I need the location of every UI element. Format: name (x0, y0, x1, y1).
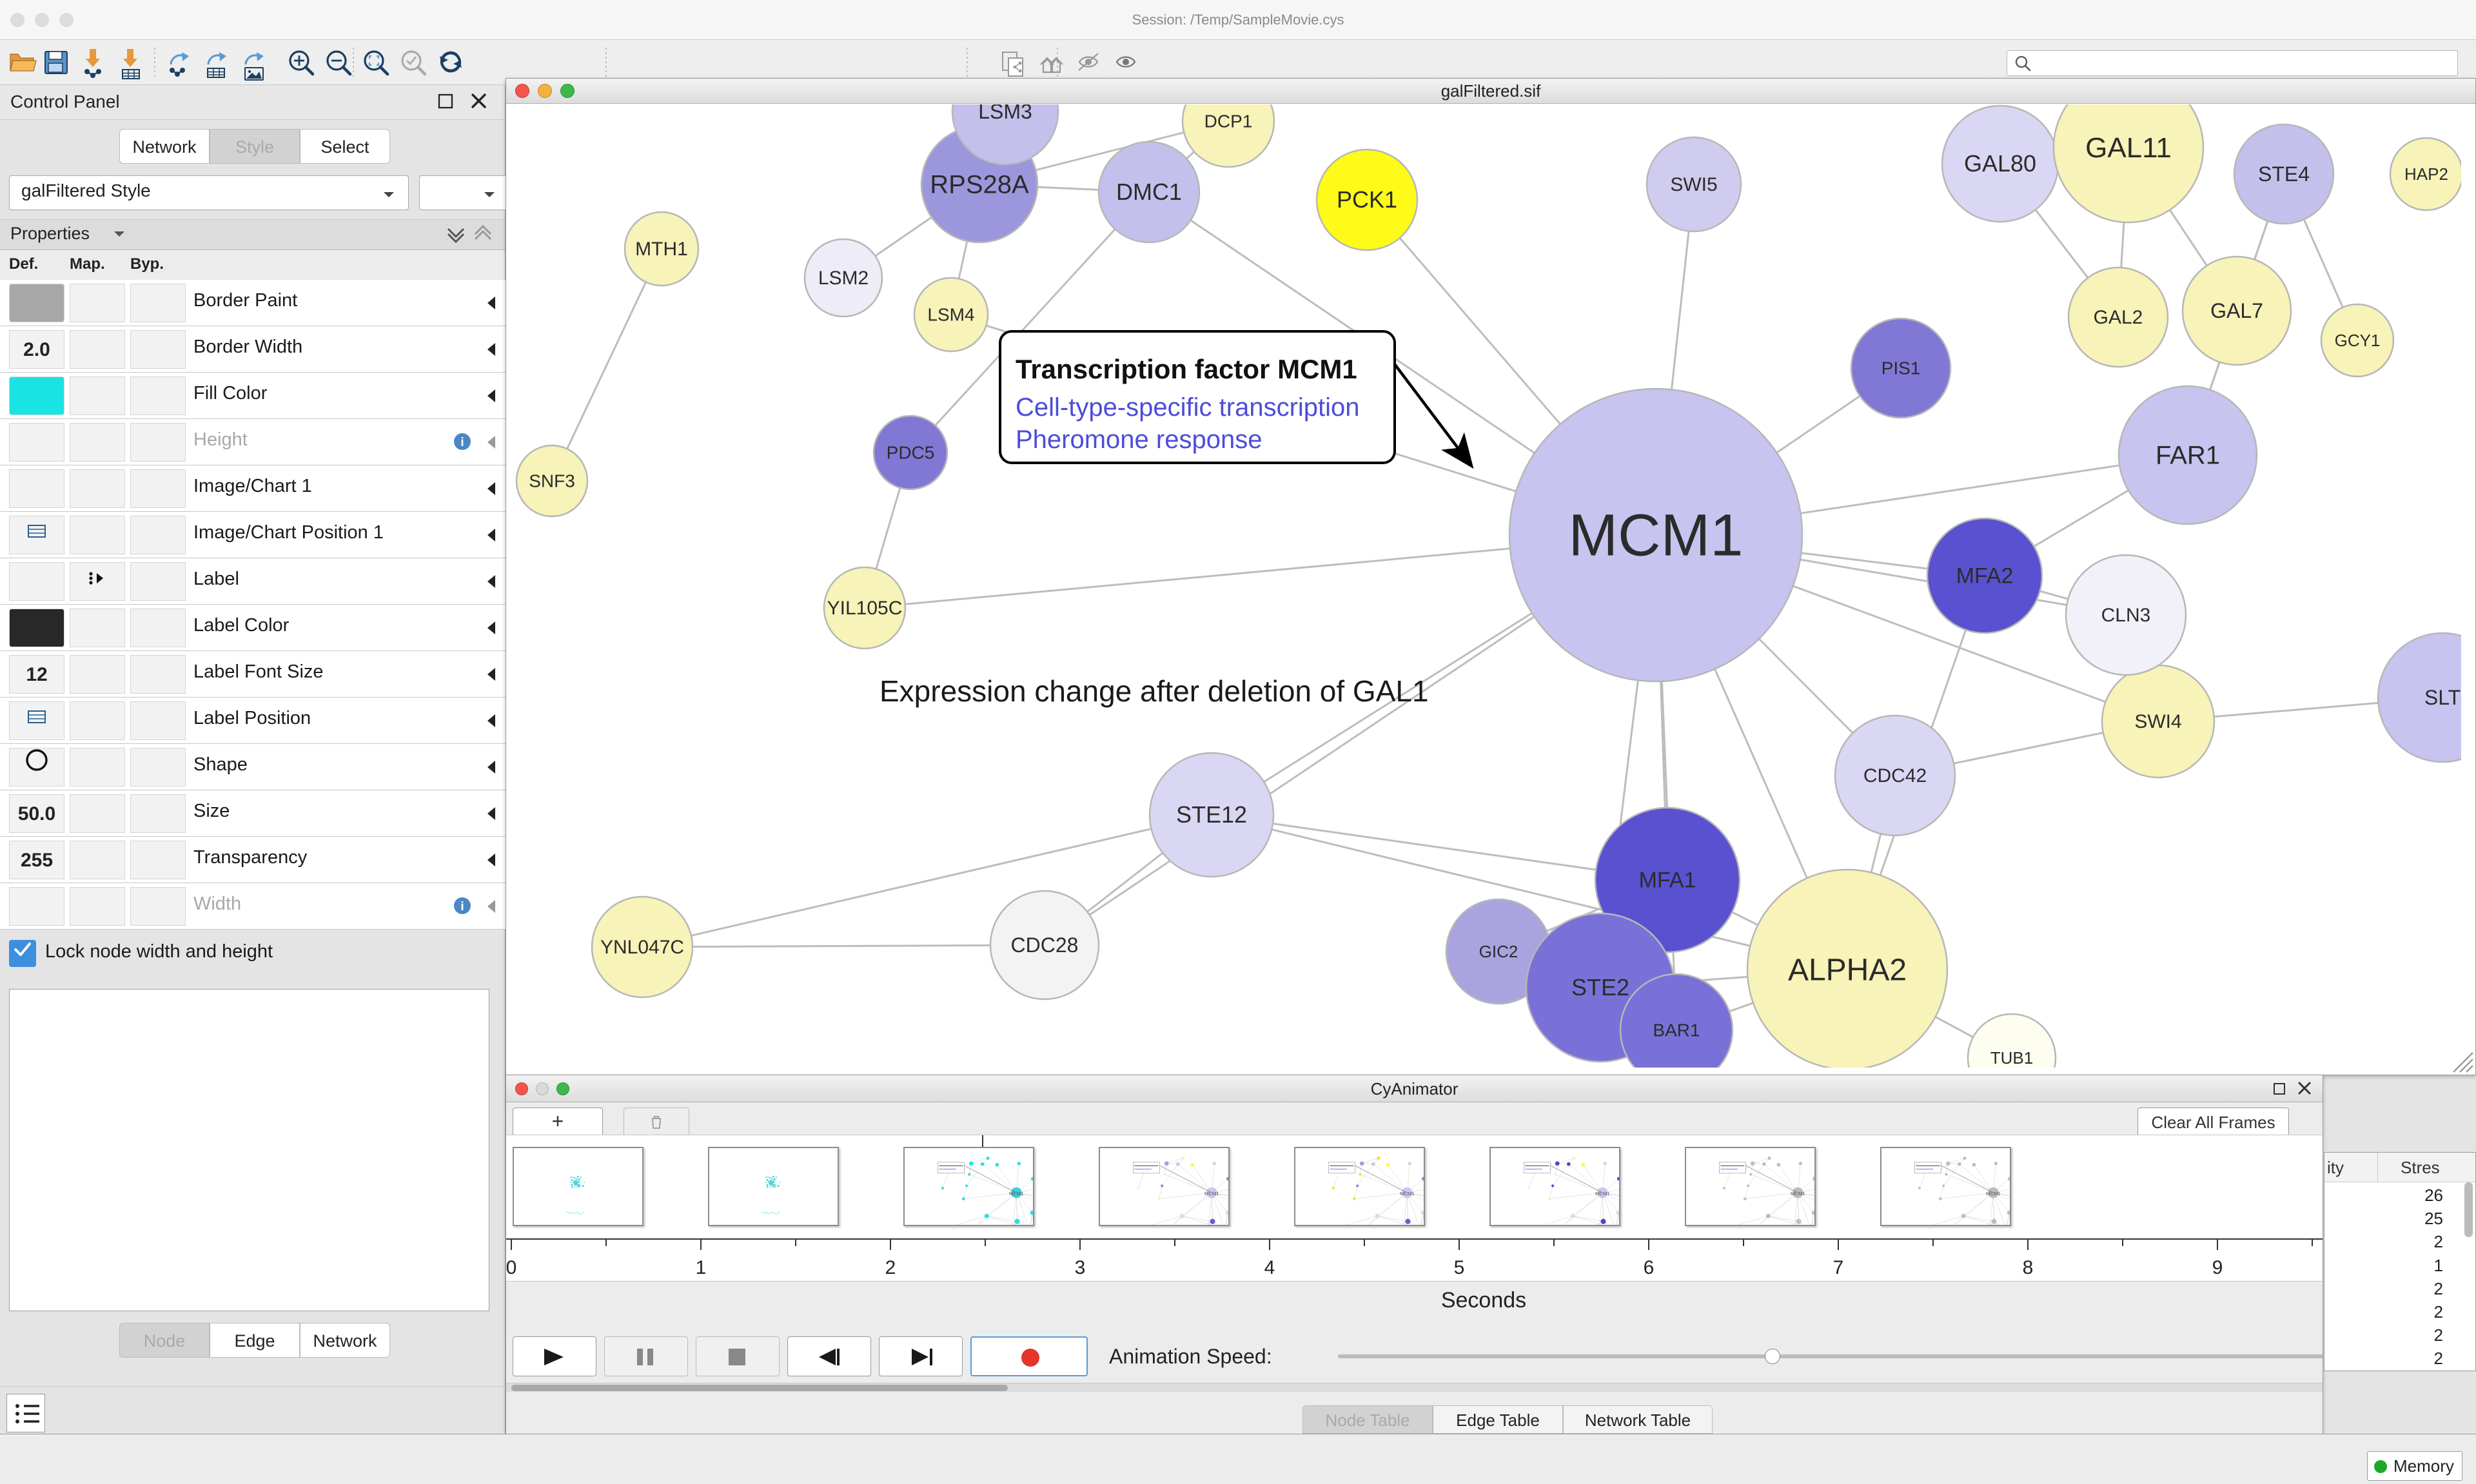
svg-text:DCP1: DCP1 (1204, 112, 1253, 132)
svg-text:PIS1: PIS1 (1882, 358, 1921, 378)
svg-text:DMC1: DMC1 (1116, 179, 1182, 205)
svg-text:RPS28A: RPS28A (930, 171, 1029, 199)
svg-text:YNL047C: YNL047C (600, 937, 684, 958)
svg-text:i: i (460, 900, 464, 913)
svg-text:SNF3: SNF3 (529, 471, 575, 491)
svg-text:MFA2: MFA2 (1956, 564, 2014, 589)
svg-text:GAL11: GAL11 (2085, 132, 2172, 164)
svg-text:9: 9 (2212, 1257, 2223, 1278)
svg-text:SWI5: SWI5 (1670, 174, 1717, 195)
svg-text:4: 4 (1264, 1257, 1275, 1278)
svg-text:MCM1: MCM1 (1569, 502, 1744, 568)
svg-text:PDC5: PDC5 (887, 443, 935, 463)
svg-text:STE4: STE4 (2258, 162, 2310, 186)
svg-text:STE12: STE12 (1176, 801, 1247, 828)
svg-text:GAL2: GAL2 (2094, 307, 2143, 328)
svg-text:GAL80: GAL80 (1964, 150, 2036, 177)
svg-text:Pheromone response: Pheromone response (1016, 425, 1262, 454)
svg-text:LSM2: LSM2 (818, 268, 869, 289)
svg-text:BAR1: BAR1 (1653, 1020, 1700, 1040)
svg-text:SWI4: SWI4 (2134, 711, 2181, 732)
svg-text:TUB1: TUB1 (1990, 1048, 2033, 1068)
svg-text:MFA1: MFA1 (1639, 868, 1696, 893)
svg-text:GIC2: GIC2 (1479, 942, 1518, 961)
svg-text:CDC28: CDC28 (1011, 933, 1079, 957)
svg-text:FAR1: FAR1 (2156, 442, 2220, 470)
svg-text:1: 1 (696, 1257, 707, 1278)
svg-text:Cell-type-specific transcripti: Cell-type-specific transcription (1016, 393, 1360, 422)
svg-text:8: 8 (2023, 1257, 2034, 1278)
svg-text:LSM4: LSM4 (927, 305, 974, 325)
svg-text:6: 6 (1644, 1257, 1655, 1278)
svg-text:CLN3: CLN3 (2101, 605, 2151, 626)
svg-text:ALPHA2: ALPHA2 (1788, 953, 1907, 987)
svg-text:5: 5 (1454, 1257, 1465, 1278)
svg-text:STE2: STE2 (1571, 974, 1629, 1001)
svg-text:i: i (460, 436, 464, 449)
svg-text:SLT: SLT (2424, 686, 2461, 709)
svg-text:YIL105C: YIL105C (827, 598, 903, 619)
svg-text:2: 2 (885, 1257, 896, 1278)
svg-text:0: 0 (506, 1257, 516, 1278)
svg-text:LSM3: LSM3 (978, 104, 1032, 123)
svg-text:PCK1: PCK1 (1337, 186, 1397, 213)
svg-text:3: 3 (1075, 1257, 1086, 1278)
svg-text:MTH1: MTH1 (635, 239, 688, 260)
svg-text:HAP2: HAP2 (2404, 164, 2448, 184)
svg-text:GAL7: GAL7 (2210, 299, 2263, 322)
svg-text:Transcription factor MCM1: Transcription factor MCM1 (1016, 354, 1357, 384)
svg-text:Expression change after deleti: Expression change after deletion of GAL1 (879, 674, 1429, 708)
svg-text:CDC42: CDC42 (1863, 765, 1927, 786)
svg-text:7: 7 (1833, 1257, 1844, 1278)
svg-text:GCY1: GCY1 (2335, 331, 2381, 350)
